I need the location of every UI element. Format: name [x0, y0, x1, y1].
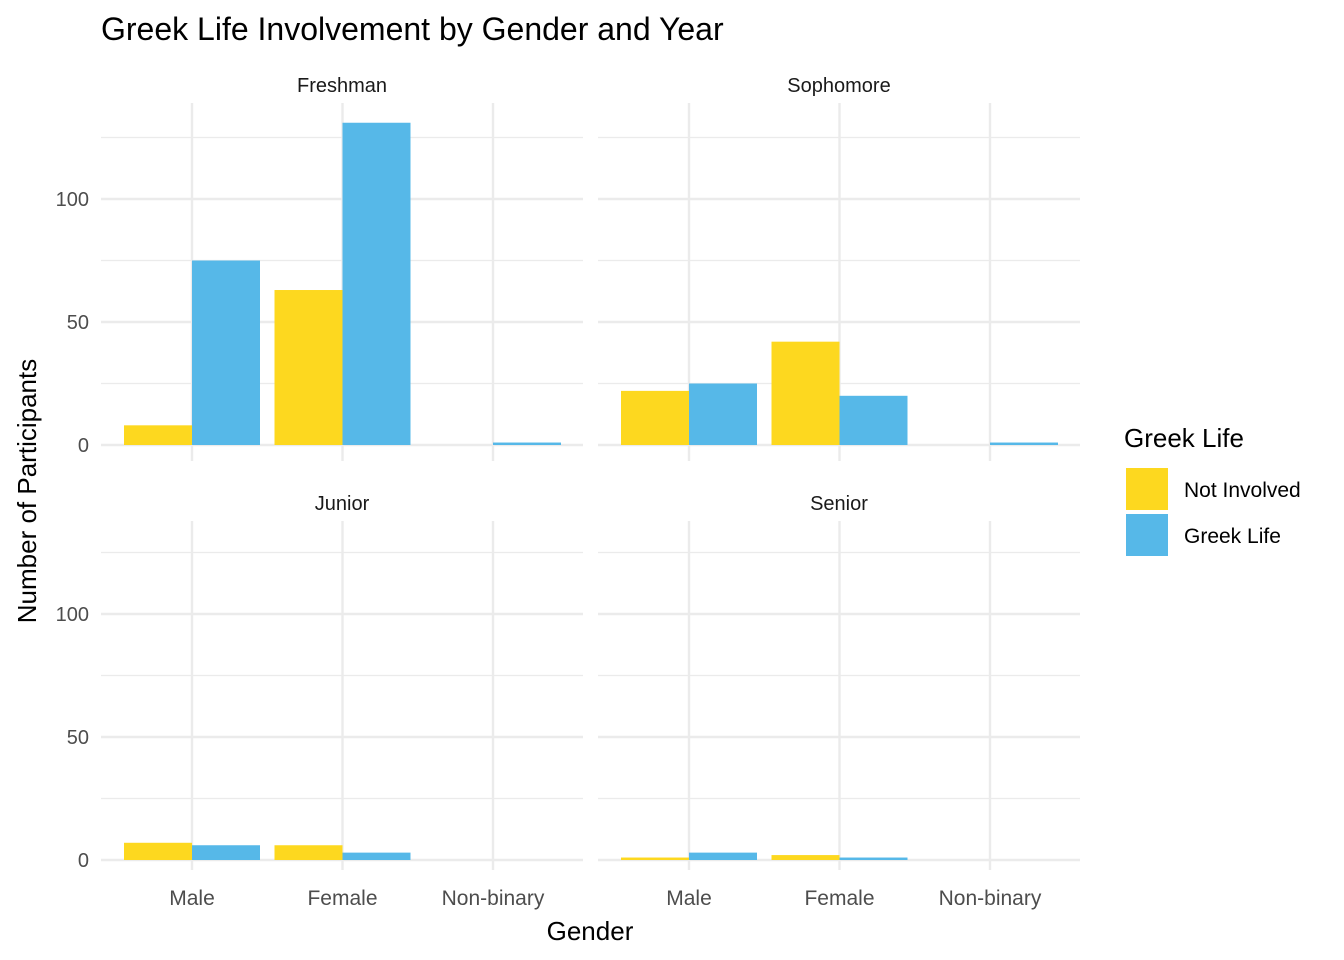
bar-freshman-male-greek-life: [192, 260, 260, 445]
legend-title: Greek Life: [1124, 423, 1244, 453]
bar-senior-female-greek-life: [839, 857, 908, 860]
x-tick-label-male: Male: [169, 887, 215, 910]
y-tick-label: 0: [78, 850, 89, 872]
panel-senior: Senior Male Female Non-binary: [598, 493, 1080, 910]
y-tick-label: 50: [67, 312, 89, 334]
x-axis-label: Gender: [547, 916, 634, 946]
bar-junior-male-greek-life: [192, 845, 260, 860]
panel-freshman: Freshman 0 50 100: [56, 75, 583, 461]
y-tick-label: 100: [56, 189, 89, 211]
legend-key-greek-life: [1126, 514, 1168, 556]
legend-label-greek-life: Greek Life: [1184, 525, 1281, 548]
facet-label-freshman: Freshman: [297, 75, 387, 97]
x-tick-label-male: Male: [666, 887, 712, 910]
x-tick-label-non-binary: Non-binary: [442, 887, 545, 910]
y-tick-label: 50: [67, 727, 89, 749]
y-tick-label: 0: [78, 435, 89, 457]
facet-label-junior: Junior: [315, 493, 370, 515]
x-tick-label-female: Female: [804, 887, 874, 910]
legend-label-not-involved: Not Involved: [1184, 479, 1301, 502]
y-axis-label: Number of Participants: [12, 359, 42, 623]
bar-junior-male-not-involved: [124, 842, 192, 860]
legend-key-not-involved: [1126, 468, 1168, 510]
bar-freshman-non-binary-greek-life: [493, 442, 561, 445]
bar-senior-male-greek-life: [689, 852, 757, 860]
bar-sophomore-female-greek-life: [839, 395, 908, 445]
bar-junior-female-greek-life: [342, 852, 411, 860]
bar-junior-female-not-involved: [274, 845, 343, 860]
y-tick-label: 100: [56, 604, 89, 626]
legend: Greek Life Not Involved Greek Life: [1124, 423, 1301, 556]
bar-senior-female-not-involved: [771, 855, 840, 860]
x-tick-label-female: Female: [307, 887, 377, 910]
panel-sophomore: Sophomore: [598, 75, 1080, 461]
bar-freshman-female-greek-life: [342, 122, 411, 446]
bar-freshman-male-not-involved: [124, 425, 192, 445]
panel-junior: Junior 0 50 100 Male Female Non-binary: [56, 493, 583, 910]
facet-label-senior: Senior: [810, 493, 868, 515]
bar-sophomore-male-not-involved: [621, 390, 689, 445]
facet-panels: Freshman 0 50 100 Sophomore Junior 0 50 100 Male F…: [56, 75, 1080, 910]
bar-senior-male-not-involved: [621, 857, 689, 860]
bar-freshman-female-not-involved: [274, 290, 343, 445]
facet-label-sophomore: Sophomore: [787, 75, 890, 97]
bar-sophomore-male-greek-life: [689, 383, 757, 445]
bar-sophomore-female-not-involved: [771, 341, 840, 445]
x-tick-label-non-binary: Non-binary: [939, 887, 1042, 910]
chart-title: Greek Life Involvement by Gender and Yea…: [101, 11, 724, 47]
bar-sophomore-non-binary-greek-life: [990, 442, 1058, 445]
